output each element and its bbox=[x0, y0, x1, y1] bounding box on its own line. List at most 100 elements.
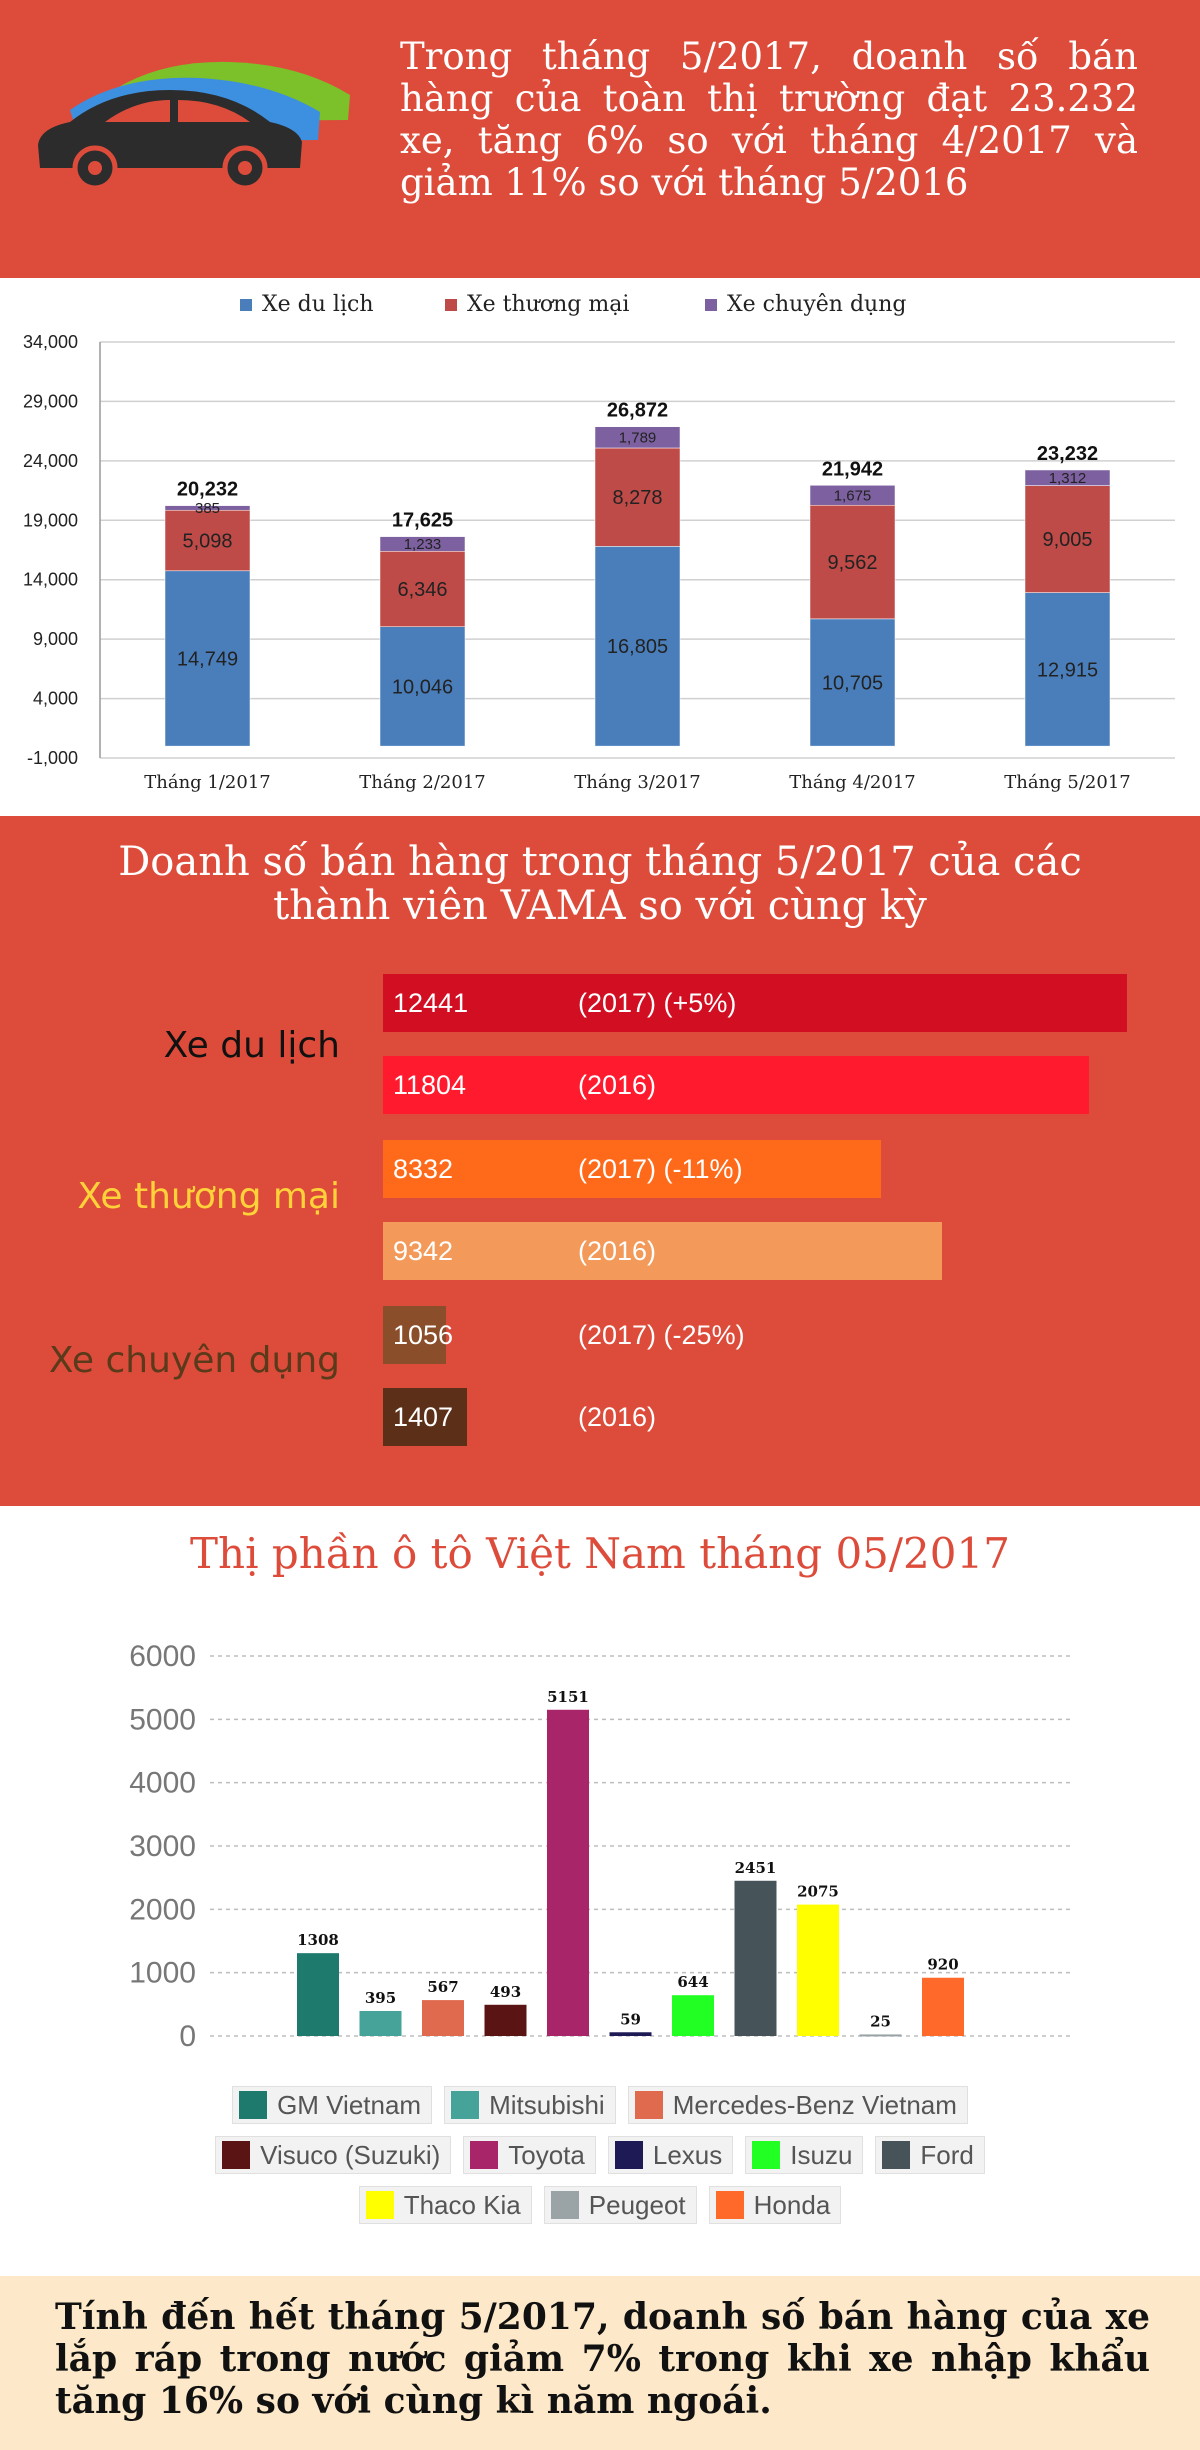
market-share-bar bbox=[797, 1904, 839, 2036]
bar-total-label: 21,942 bbox=[822, 458, 883, 480]
legend-item[interactable]: GM Vietnam bbox=[232, 2086, 433, 2124]
legend-item[interactable]: Peugeot bbox=[543, 2186, 697, 2224]
header-summary: Trong tháng 5/2017, doanh số bán hàng củ… bbox=[400, 35, 1138, 204]
market-share-value-label: 25 bbox=[870, 2012, 891, 2030]
legend-swatch bbox=[614, 2141, 643, 2169]
monthly-sales-chart: Xe du lịch Xe thương mại Xe chuyên dụng -1,… bbox=[0, 278, 1200, 816]
y-tick-label: 0 bbox=[179, 2020, 196, 2053]
y-tick-label: 19,000 bbox=[23, 510, 78, 530]
legend-label: Peugeot bbox=[588, 2189, 686, 2220]
x-tick-label: Tháng 4/2017 bbox=[789, 772, 916, 793]
bar-segment bbox=[809, 504, 896, 620]
cars-illustration bbox=[38, 61, 350, 190]
legend-swatch bbox=[365, 2191, 394, 2219]
bar-value-label: 12,915 bbox=[1037, 659, 1098, 681]
market-share-bar bbox=[297, 1953, 339, 2036]
vama-title-line-2: thành viên VAMA so với cùng kỳ bbox=[273, 883, 927, 929]
bar-value-label: 9,005 bbox=[1042, 529, 1092, 551]
market-share-value-label: 920 bbox=[927, 1956, 958, 1974]
legend-swatch bbox=[451, 2091, 480, 2119]
market-share-section: 0 1000 2000 3000 4000 5000 6000 1308 395 567 493 51… bbox=[0, 1506, 1200, 2276]
vama-bar-value: 9342 bbox=[393, 1236, 454, 1266]
legend-item[interactable]: Ford bbox=[875, 2136, 985, 2174]
y-tick-label: -1,000 bbox=[27, 748, 78, 768]
market-share-bar bbox=[734, 1880, 777, 2036]
vama-bar-value: 12441 bbox=[393, 988, 469, 1018]
legend-row: Visuco (Suzuki) Toyota Lexus Isuzu Ford bbox=[60, 2136, 1140, 2174]
bar-total-label: 23,232 bbox=[1037, 443, 1098, 465]
bar-value-label: 10,046 bbox=[392, 676, 453, 698]
legend-swatch bbox=[634, 2091, 663, 2119]
legend-swatch bbox=[550, 2191, 579, 2219]
bar-value-label: 16,805 bbox=[607, 636, 668, 658]
vama-bar-note: (2017) (-25%) bbox=[578, 1320, 745, 1350]
legend-item[interactable]: Honda bbox=[708, 2186, 842, 2224]
vama-bar-note: (2017) (+5%) bbox=[578, 988, 737, 1018]
bar-segment bbox=[594, 426, 681, 449]
legend-item[interactable]: Lexus bbox=[607, 2136, 734, 2174]
market-share-value-label: 2075 bbox=[797, 1883, 839, 1901]
legend-swatch bbox=[705, 299, 717, 311]
market-share-bar bbox=[484, 2004, 527, 2036]
legend-label: Lexus bbox=[652, 2139, 723, 2170]
bar-segment bbox=[379, 536, 466, 552]
legend-swatch bbox=[882, 2141, 911, 2169]
market-share-value-label: 567 bbox=[427, 1978, 458, 1996]
bar-value-label: 9,562 bbox=[827, 552, 877, 574]
bar-segment bbox=[809, 618, 896, 747]
market-share-value-label: 644 bbox=[677, 1973, 708, 1991]
vama-bar-value: 11804 bbox=[393, 1070, 467, 1100]
legend-item[interactable]: Visuco (Suzuki) bbox=[215, 2136, 452, 2174]
bar-segment bbox=[379, 551, 466, 627]
vama-title: Doanh số bán hàng trong tháng 5/2017 của… bbox=[60, 840, 1140, 928]
legend-item[interactable]: Thaco Kia bbox=[358, 2186, 532, 2224]
y-tick-label: 6000 bbox=[129, 1640, 196, 1673]
legend-label: Xe thương mại bbox=[467, 292, 629, 317]
market-share-bar bbox=[422, 2000, 464, 2036]
monthly-sales-svg: Xe du lịch Xe thương mại Xe chuyên dụng -1,… bbox=[23, 292, 1175, 793]
vama-bar bbox=[383, 1056, 1089, 1114]
y-tick-label: 4000 bbox=[129, 1767, 196, 1800]
footer-summary: Tính đến hết tháng 5/2017, doanh số bán … bbox=[55, 2296, 1150, 2422]
bar-value-label: 1,312 bbox=[1049, 470, 1087, 487]
bar-segment bbox=[379, 626, 466, 747]
legend-label: Mercedes-Benz Vietnam bbox=[672, 2089, 957, 2120]
vama-bar-note: (2016) bbox=[578, 1070, 657, 1100]
y-tick-label: 29,000 bbox=[23, 391, 78, 411]
legend-swatch bbox=[239, 2091, 268, 2119]
bar-total-label: 20,232 bbox=[177, 479, 238, 501]
bar-segment bbox=[594, 546, 681, 747]
legend-label: Visuco (Suzuki) bbox=[260, 2139, 441, 2170]
bar-segment bbox=[164, 570, 251, 747]
bar-total-label: 26,872 bbox=[607, 400, 668, 422]
legend-item[interactable]: Toyota bbox=[463, 2136, 596, 2174]
legend-item[interactable]: Mitsubishi bbox=[444, 2086, 616, 2124]
y-tick-label: 1000 bbox=[129, 1957, 196, 1990]
x-tick-label: Tháng 5/2017 bbox=[1004, 772, 1131, 793]
legend-row: GM Vietnam Mitsubishi Mercedes-Benz Vietna… bbox=[60, 2086, 1140, 2124]
legend-swatch bbox=[240, 299, 252, 311]
bar-value-label: 1,789 bbox=[619, 430, 657, 447]
legend-item[interactable]: Isuzu bbox=[745, 2136, 864, 2174]
bar-segment bbox=[164, 505, 251, 511]
legend-label: Thaco Kia bbox=[403, 2189, 521, 2220]
bar-segment bbox=[1024, 592, 1111, 747]
vama-bar-value: 8332 bbox=[393, 1154, 454, 1184]
legend-swatch bbox=[470, 2141, 499, 2169]
market-share-value-label: 59 bbox=[620, 2010, 641, 2028]
legend-label: GM Vietnam bbox=[277, 2089, 422, 2120]
bar-value-label: 8,278 bbox=[612, 487, 662, 509]
bar-value-label: 1,675 bbox=[834, 488, 872, 505]
legend-swatch bbox=[752, 2141, 781, 2169]
x-tick-label: Tháng 3/2017 bbox=[574, 772, 701, 793]
y-tick-label: 9,000 bbox=[33, 629, 78, 649]
x-tick-label: Tháng 2/2017 bbox=[359, 772, 486, 793]
legend-label: Xe du lịch bbox=[262, 292, 373, 317]
market-share-bar bbox=[359, 2010, 402, 2036]
vama-bar-note: (2017) (-11%) bbox=[578, 1154, 743, 1184]
market-share-legend: GM Vietnam Mitsubishi Mercedes-Benz Vietna… bbox=[60, 2086, 1140, 2236]
vama-category-label: Xe du lịch bbox=[163, 1025, 340, 1066]
legend-item[interactable]: Mercedes-Benz Vietnam bbox=[627, 2086, 968, 2124]
y-tick-label: 3000 bbox=[129, 1830, 196, 1863]
y-tick-label: 24,000 bbox=[23, 451, 78, 471]
